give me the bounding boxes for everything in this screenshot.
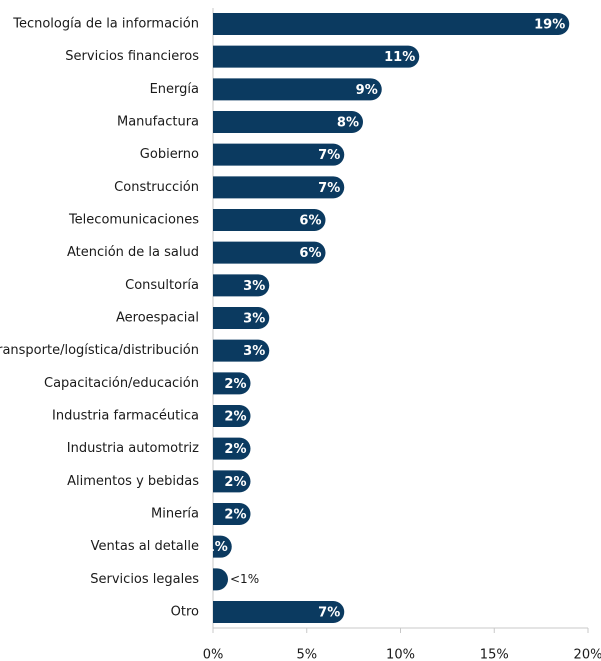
- bar: [213, 568, 229, 591]
- value-label: 2%: [224, 442, 246, 457]
- bar: [213, 176, 345, 199]
- y-tick-label: Minería: [151, 507, 199, 522]
- value-label: 3%: [243, 344, 265, 359]
- bar: [213, 503, 251, 525]
- bar: [213, 209, 326, 231]
- y-tick-label: Servicios legales: [90, 572, 199, 587]
- value-label: 8%: [337, 116, 359, 131]
- value-label: 2%: [224, 508, 246, 523]
- value-label: 11%: [384, 50, 415, 65]
- y-tick-label: Alimentos y bebidas: [67, 474, 199, 489]
- value-label: 19%: [534, 18, 565, 33]
- value-label: 7%: [318, 606, 340, 621]
- value-label: 1%: [206, 540, 228, 555]
- value-label: 7%: [318, 148, 340, 163]
- value-label: 9%: [356, 83, 378, 98]
- y-tick-label: Consultoría: [125, 278, 199, 293]
- y-tick-label: Industria farmacéutica: [52, 409, 199, 424]
- y-tick-label: Otro: [171, 605, 199, 620]
- x-tick-label: 15%: [480, 648, 509, 661]
- bar: [213, 45, 420, 68]
- y-tick-label: Aeroespacial: [116, 311, 199, 326]
- value-label: 3%: [243, 312, 265, 327]
- bar: [213, 143, 345, 166]
- value-label: 6%: [299, 214, 321, 229]
- y-tick-label: Gobierno: [140, 147, 199, 162]
- y-tick-label: Capacitación/educación: [44, 376, 199, 391]
- value-label: 2%: [224, 377, 246, 392]
- bar: [213, 241, 326, 264]
- value-label: 7%: [318, 181, 340, 196]
- bar: [213, 111, 363, 133]
- value-label: <1%: [230, 572, 259, 586]
- y-tick-label: Industria automotriz: [67, 441, 199, 456]
- value-label: 2%: [224, 410, 246, 425]
- y-tick-label: Construcción: [114, 180, 199, 195]
- bar: [213, 13, 570, 35]
- value-label: 6%: [299, 246, 321, 261]
- y-tick-label: Telecomunicaciones: [68, 213, 199, 228]
- y-tick-label: Manufactura: [117, 115, 199, 130]
- bar: [213, 437, 251, 460]
- bar: [213, 339, 270, 362]
- y-tick-label: Ventas al detalle: [91, 539, 199, 554]
- y-tick-label: Transporte/logística/distribución: [0, 343, 199, 358]
- x-tick-label: 5%: [296, 648, 317, 661]
- y-tick-label: Servicios financieros: [65, 49, 199, 64]
- bar: [213, 535, 232, 558]
- bar: [213, 405, 251, 427]
- x-tick-label: 10%: [386, 648, 415, 661]
- bar: [213, 372, 251, 395]
- value-label: 3%: [243, 279, 265, 294]
- y-tick-label: Energía: [150, 82, 199, 97]
- bar: [213, 601, 345, 623]
- x-tick-label: 0%: [203, 648, 224, 661]
- y-tick-label: Tecnología de la información: [12, 17, 199, 32]
- bar: [213, 78, 382, 101]
- y-tick-label: Atención de la salud: [67, 245, 199, 260]
- bar: [213, 274, 270, 297]
- value-label: 2%: [224, 475, 246, 490]
- x-tick-label: 20%: [574, 648, 601, 661]
- bar: [213, 470, 251, 493]
- bar: [213, 307, 270, 329]
